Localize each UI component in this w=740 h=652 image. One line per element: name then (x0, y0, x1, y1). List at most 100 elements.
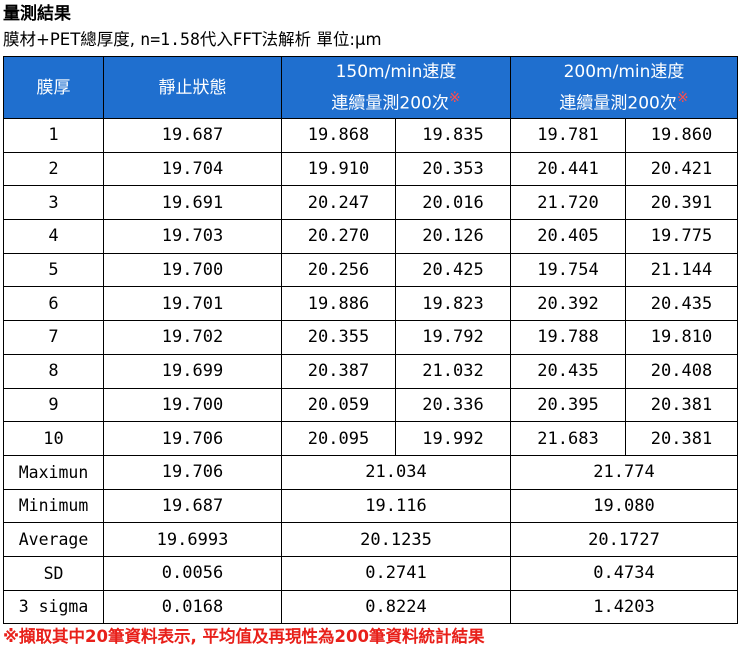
speed-150-value-b: 20.336 (395, 387, 511, 423)
speed-200-value-a: 21.720 (510, 185, 626, 221)
speed-150-value-b: 20.353 (395, 151, 511, 187)
header-speed-200-line1: 200m/min速度 (563, 61, 685, 82)
table-row: 2 19.704 19.910 20.353 20.441 20.421 (3, 151, 738, 187)
speed-200-value-b: 19.860 (625, 118, 738, 153)
stat-static-value: 19.706 (103, 454, 282, 490)
table-row: 7 19.702 20.355 19.792 19.788 19.810 (3, 320, 738, 355)
header-speed-200-line2: 連續量測200次※ (512, 85, 737, 117)
stats-row: SD 0.0056 0.2741 0.4734 (3, 555, 738, 591)
row-number: 3 (3, 185, 104, 221)
row-number: 7 (3, 320, 104, 355)
row-number: 9 (3, 387, 104, 423)
table-row: 6 19.701 19.886 19.823 20.392 20.435 (3, 286, 738, 322)
subtitle-prefix: 膜材+PET總厚度, (3, 30, 141, 49)
speed-150-value-b: 20.425 (395, 252, 511, 288)
speed-200-value-a: 20.441 (510, 151, 626, 187)
speed-200-value-a: 20.395 (510, 387, 626, 423)
header-speed-150-line2: 連續量測200次※ (283, 85, 510, 117)
static-value: 19.702 (103, 320, 282, 355)
stat-static-value: 19.687 (103, 488, 282, 524)
header-speed-200-line2-text: 連續量測200次 (559, 93, 677, 114)
speed-200-value-b: 19.775 (625, 219, 738, 254)
static-value: 19.699 (103, 353, 282, 389)
speed-150-value-a: 20.270 (281, 219, 396, 254)
stat-static-value: 0.0168 (103, 589, 282, 625)
speed-200-value-b: 20.391 (625, 185, 738, 221)
speed-150-value-b: 19.792 (395, 320, 511, 355)
header-speed-150: 150m/min速度 連續量測200次※ (281, 56, 511, 119)
table-row: 1 19.687 19.868 19.835 19.781 19.860 (3, 118, 738, 153)
header-speed-200: 200m/min速度 連續量測200次※ (510, 56, 738, 119)
speed-200-value-b: 20.435 (625, 286, 738, 322)
speed-150-value-a: 20.355 (281, 320, 396, 355)
speed-200-value-b: 21.144 (625, 252, 738, 288)
results-table: 膜厚 靜止狀態 150m/min速度 連續量測200次※ 200m/min速度 … (3, 56, 738, 625)
speed-150-value-a: 20.387 (281, 353, 396, 389)
stat-speed-200-value: 0.4734 (510, 555, 738, 591)
speed-200-value-a: 21.683 (510, 421, 626, 456)
speed-150-value-a: 20.256 (281, 252, 396, 288)
star-mark: ※ (676, 89, 689, 106)
speed-150-value-b: 19.835 (395, 118, 511, 153)
stat-label: Average (3, 522, 104, 557)
static-value: 19.687 (103, 118, 282, 153)
stat-speed-150-value: 21.034 (281, 454, 511, 490)
static-value: 19.700 (103, 387, 282, 423)
row-number: 5 (3, 252, 104, 288)
table-row: 10 19.706 20.095 19.992 21.683 20.381 (3, 421, 738, 456)
header-thickness: 膜厚 (3, 56, 104, 119)
stats-row: Average 19.6993 20.1235 20.1727 (3, 522, 738, 557)
stat-speed-200-value: 1.4203 (510, 589, 738, 625)
table-header: 膜厚 靜止狀態 150m/min速度 連續量測200次※ 200m/min速度 … (3, 56, 738, 119)
speed-150-value-b: 21.032 (395, 353, 511, 389)
static-value: 19.701 (103, 286, 282, 322)
stat-speed-150-value: 20.1235 (281, 522, 511, 557)
speed-150-value-a: 19.886 (281, 286, 396, 322)
subtitle-suffix: 代入FFT法解析 單位:μm (199, 30, 382, 49)
header-speed-150-line2-text: 連續量測200次 (331, 93, 449, 114)
table-row: 5 19.700 20.256 20.425 19.754 21.144 (3, 252, 738, 288)
stat-static-value: 19.6993 (103, 522, 282, 557)
speed-200-value-a: 19.781 (510, 118, 626, 153)
static-value: 19.706 (103, 421, 282, 456)
speed-200-value-a: 20.435 (510, 353, 626, 389)
speed-200-value-b: 20.381 (625, 421, 738, 456)
static-value: 19.691 (103, 185, 282, 221)
row-number: 6 (3, 286, 104, 322)
speed-150-value-a: 19.868 (281, 118, 396, 153)
subtitle-formula: n=1.58 (140, 30, 200, 49)
stat-speed-200-value: 21.774 (510, 454, 738, 490)
stat-speed-200-value: 20.1727 (510, 522, 738, 557)
table-row: 9 19.700 20.059 20.336 20.395 20.381 (3, 387, 738, 423)
stat-label: 3 sigma (3, 589, 104, 625)
stat-label: SD (3, 555, 104, 591)
speed-150-value-b: 19.823 (395, 286, 511, 322)
speed-200-value-a: 19.754 (510, 252, 626, 288)
row-number: 1 (3, 118, 104, 153)
speed-150-value-b: 19.992 (395, 421, 511, 456)
stats-row: Maximun 19.706 21.034 21.774 (3, 454, 738, 490)
speed-200-value-a: 19.788 (510, 320, 626, 355)
speed-200-value-a: 20.392 (510, 286, 626, 322)
speed-200-value-b: 20.421 (625, 151, 738, 187)
speed-150-value-b: 20.126 (395, 219, 511, 254)
footnote: ※擷取其中20筆資料表示, 平均值及再現性為200筆資料統計結果 (3, 627, 485, 646)
page-title: 量測結果 (3, 4, 71, 24)
static-value: 19.704 (103, 151, 282, 187)
static-value: 19.700 (103, 252, 282, 288)
table-row: 4 19.703 20.270 20.126 20.405 19.775 (3, 219, 738, 254)
stat-speed-200-value: 19.080 (510, 488, 738, 524)
speed-150-value-a: 20.059 (281, 387, 396, 423)
static-value: 19.703 (103, 219, 282, 254)
stat-label: Maximun (3, 454, 104, 490)
header-static: 靜止狀態 (103, 56, 282, 119)
stats-row: 3 sigma 0.0168 0.8224 1.4203 (3, 589, 738, 625)
speed-200-value-a: 20.405 (510, 219, 626, 254)
table-row: 8 19.699 20.387 21.032 20.435 20.408 (3, 353, 738, 389)
speed-150-value-a: 19.910 (281, 151, 396, 187)
subtitle: 膜材+PET總厚度, n=1.58代入FFT法解析 單位:μm (3, 27, 382, 53)
stat-static-value: 0.0056 (103, 555, 282, 591)
row-number: 4 (3, 219, 104, 254)
speed-200-value-b: 20.381 (625, 387, 738, 423)
row-number: 10 (3, 421, 104, 456)
